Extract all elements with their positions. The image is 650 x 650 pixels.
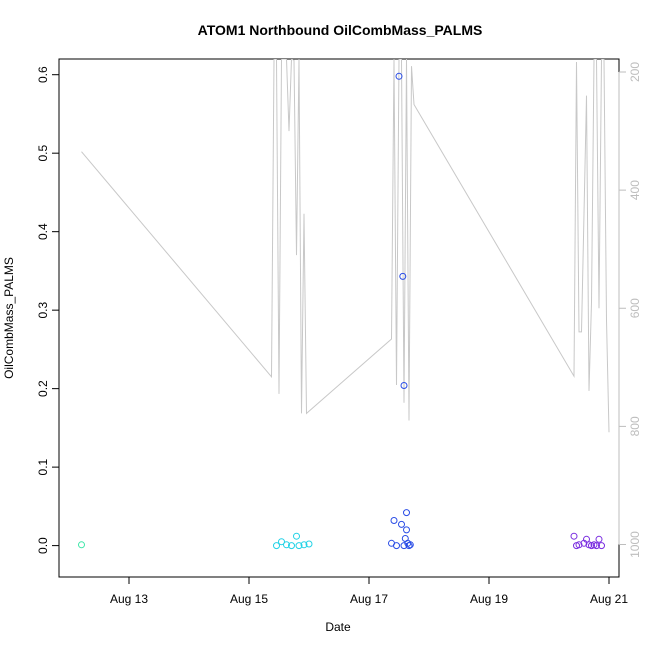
y-right-tick-label: 200 xyxy=(628,62,642,82)
x-tick-label: Aug 21 xyxy=(590,592,628,606)
scatter-point xyxy=(393,542,400,550)
y-right-tick-label: 400 xyxy=(628,180,642,200)
plot-frame xyxy=(58,58,620,578)
scatter-point xyxy=(595,535,603,543)
scatter-point xyxy=(406,541,414,549)
scatter-point xyxy=(598,542,605,550)
x-tick-label: Aug 13 xyxy=(110,592,148,606)
scatter-point xyxy=(403,526,410,534)
x-tick-label: Aug 17 xyxy=(350,592,388,606)
y-tick-label: 0.2 xyxy=(36,380,50,397)
scatter-point xyxy=(403,509,410,517)
scatter-point xyxy=(395,72,403,80)
y-right-tick-label: 1000 xyxy=(628,531,642,558)
scatter-point xyxy=(288,542,295,550)
x-axis: Aug 13 Aug 15 Aug 17 Aug 19 Aug 21 xyxy=(110,576,628,606)
scatter-point xyxy=(78,541,85,549)
x-tick-label: Aug 19 xyxy=(470,592,508,606)
scatter-point xyxy=(305,540,313,548)
y-right-tick-label: 600 xyxy=(628,298,642,318)
y-right-tick-label: 800 xyxy=(628,416,642,436)
y-tick-label: 0.0 xyxy=(36,537,50,554)
x-axis-label: Date xyxy=(325,620,351,634)
x-tick-label: Aug 15 xyxy=(230,592,268,606)
scatter-point xyxy=(400,382,408,389)
line-series xyxy=(81,59,610,433)
scatter-point xyxy=(273,542,280,550)
scatter-point xyxy=(295,542,303,550)
y-tick-label: 0.3 xyxy=(36,301,50,318)
y-axis-label: OilCombMass_PALMS xyxy=(2,257,16,379)
y-right-axis: 200 400 600 800 1000 xyxy=(618,62,642,558)
chart-title: ATOM1 Northbound OilCombMass_PALMS xyxy=(198,22,483,38)
scatter-point xyxy=(300,541,308,549)
scatter-point xyxy=(405,542,413,550)
scatter-point xyxy=(278,538,285,546)
y-axis: 0.0 0.1 0.2 0.3 0.4 0.5 0.6 xyxy=(36,66,60,554)
scatter-point xyxy=(293,532,300,540)
scatter-point xyxy=(398,520,405,528)
scatter-points xyxy=(78,72,605,550)
scatter-point xyxy=(583,535,590,543)
y-tick-label: 0.4 xyxy=(36,223,50,240)
scatter-point xyxy=(593,542,600,550)
scatter-point xyxy=(283,541,290,549)
scatter-point xyxy=(570,532,578,540)
scatter-point xyxy=(575,541,583,549)
y-tick-label: 0.1 xyxy=(36,458,50,475)
y-tick-label: 0.6 xyxy=(36,66,50,83)
scatter-point xyxy=(390,517,398,524)
scatter-point xyxy=(399,272,407,280)
y-tick-label: 0.5 xyxy=(36,145,50,162)
right-axis-line-series xyxy=(81,59,610,433)
